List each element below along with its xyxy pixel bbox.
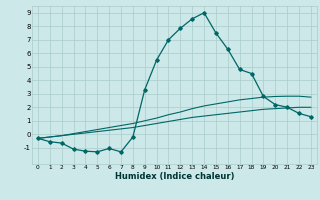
- X-axis label: Humidex (Indice chaleur): Humidex (Indice chaleur): [115, 172, 234, 181]
